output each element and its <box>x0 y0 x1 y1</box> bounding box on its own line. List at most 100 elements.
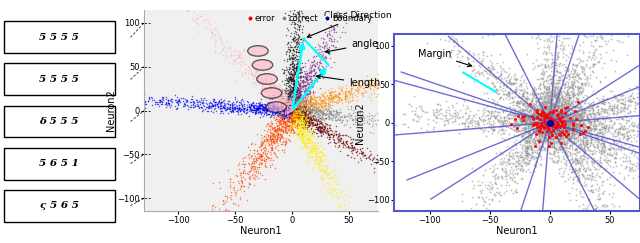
Point <box>590 136 600 139</box>
Point <box>538 113 548 116</box>
Point <box>513 150 523 154</box>
Point <box>544 132 554 136</box>
Point <box>558 120 568 124</box>
Point <box>548 114 559 118</box>
Point <box>622 137 632 141</box>
Point <box>547 97 557 101</box>
Point <box>621 222 632 226</box>
Point <box>554 99 564 103</box>
Point <box>577 111 588 114</box>
Point <box>551 63 561 67</box>
Point <box>328 193 338 197</box>
Point <box>324 111 334 115</box>
Point <box>554 113 564 116</box>
Point <box>550 122 560 126</box>
Point <box>478 203 488 207</box>
Point <box>288 78 298 81</box>
Point <box>286 104 296 108</box>
Point <box>550 110 561 114</box>
Point <box>282 116 292 120</box>
Point <box>575 105 586 109</box>
Point <box>524 120 534 124</box>
Point <box>588 104 598 108</box>
Point <box>597 37 607 41</box>
Point <box>524 139 534 143</box>
Point <box>520 146 530 150</box>
Point <box>545 136 556 140</box>
Point <box>397 112 408 116</box>
Point <box>296 113 307 116</box>
Point <box>612 109 622 113</box>
Point <box>567 85 577 89</box>
Point <box>555 117 565 121</box>
Point <box>575 154 586 158</box>
Point <box>323 172 333 176</box>
Point <box>305 141 316 145</box>
Point <box>576 145 586 149</box>
Point <box>285 95 295 98</box>
Point <box>286 125 296 129</box>
Point <box>540 111 550 115</box>
Point <box>546 115 556 119</box>
Point <box>292 110 303 114</box>
Point <box>550 117 561 121</box>
Point <box>287 106 298 110</box>
Point <box>568 108 578 112</box>
Point <box>521 160 531 164</box>
Point <box>550 104 561 108</box>
Point <box>555 123 565 127</box>
Point <box>520 144 531 148</box>
Point <box>580 124 591 128</box>
Point <box>399 120 409 124</box>
Point <box>608 213 618 217</box>
Point <box>255 87 266 91</box>
Point <box>518 94 529 98</box>
Point <box>538 125 548 129</box>
Point <box>555 147 565 151</box>
Point <box>519 117 529 121</box>
Point <box>589 207 600 211</box>
Point <box>261 154 271 158</box>
Point <box>225 185 235 189</box>
Point <box>555 69 565 73</box>
Point <box>367 157 378 161</box>
Point <box>548 140 558 144</box>
Point <box>551 125 561 129</box>
Point <box>296 113 306 117</box>
Point <box>568 116 578 120</box>
Point <box>561 122 572 126</box>
Point <box>328 108 338 112</box>
Point <box>529 111 539 115</box>
Point <box>329 168 339 172</box>
Point <box>261 87 271 91</box>
Point <box>522 151 532 155</box>
Point <box>587 105 597 109</box>
Point <box>596 148 606 152</box>
Point <box>580 140 590 144</box>
Point <box>560 100 570 104</box>
Point <box>539 84 549 88</box>
Point <box>516 113 526 116</box>
Point <box>531 127 541 130</box>
Point <box>280 107 291 111</box>
Point <box>545 120 555 123</box>
Point <box>525 123 535 127</box>
Point <box>292 104 302 108</box>
Point <box>304 118 314 122</box>
Point <box>568 116 578 120</box>
Point <box>288 106 298 110</box>
Point <box>270 136 280 139</box>
Point <box>481 108 492 112</box>
Point <box>567 115 577 119</box>
Point <box>557 107 568 111</box>
Point <box>543 129 554 133</box>
Point <box>291 90 301 94</box>
Point <box>554 132 564 136</box>
Point <box>567 124 577 128</box>
Point <box>532 139 543 143</box>
Point <box>536 124 546 128</box>
Point <box>575 131 586 135</box>
Point <box>534 139 544 143</box>
Point <box>534 151 545 155</box>
Point <box>551 127 561 131</box>
